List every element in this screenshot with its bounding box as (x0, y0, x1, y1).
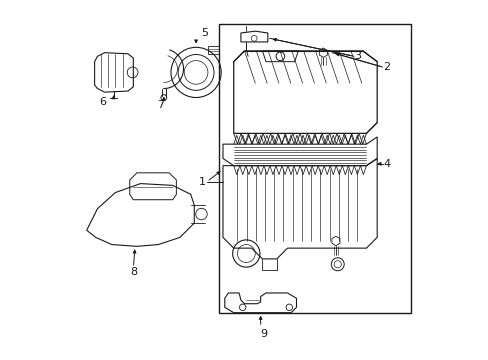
Text: 6: 6 (99, 97, 106, 107)
Text: 3: 3 (354, 51, 361, 61)
Text: 8: 8 (129, 267, 137, 277)
Text: 4: 4 (383, 159, 389, 169)
Text: 5: 5 (201, 28, 208, 38)
Text: 1: 1 (198, 177, 205, 187)
Bar (219, 24, 410, 313)
Text: 2: 2 (383, 62, 389, 72)
Text: 9: 9 (260, 329, 267, 339)
Text: 7: 7 (156, 100, 163, 110)
